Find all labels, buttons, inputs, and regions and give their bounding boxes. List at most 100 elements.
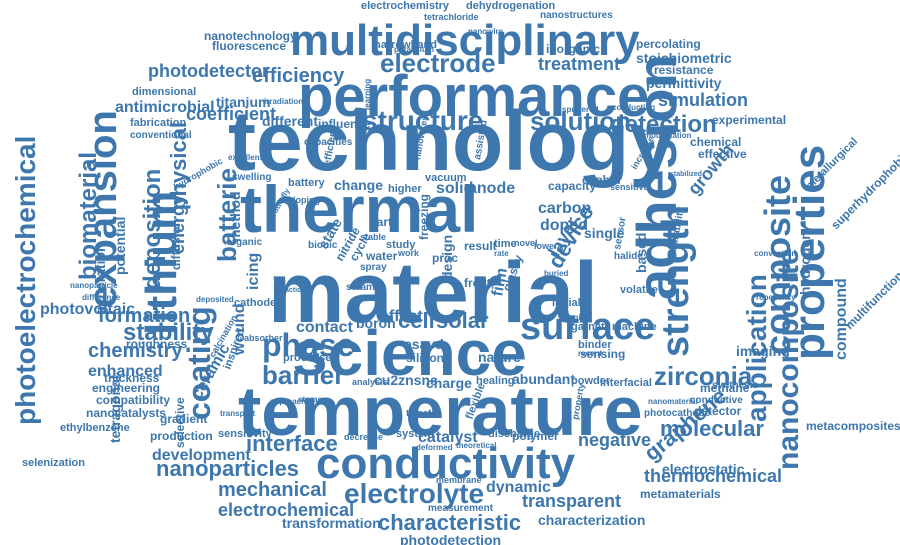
word-catalyst: catalyst [418,429,478,446]
word-measurement: measurement [428,503,494,514]
word-barrier: barrier [262,360,344,390]
word-excellent: excellent [228,153,263,162]
word-halide: halide [614,251,643,262]
word-titanium: titanium [216,94,270,110]
word-chemical: chemical [690,135,741,149]
word-steam: steam [346,282,375,293]
word-electrostatic: electrostatic [662,461,745,477]
word-expansion: expansion [81,110,125,308]
word-influence: influence [318,117,371,131]
word-tetragonal: tetragonal [107,375,123,443]
word-batterie: batterie [212,168,242,262]
word-phase: phase [262,327,354,363]
word-diffusion: diffusion [169,219,183,270]
word-dimensional: dimensional [132,86,196,98]
word-negative: negative [578,430,651,450]
word-narrowband: narrowband [374,39,437,51]
word-synthesis: synthesis [712,380,759,391]
word-binder: binder [578,339,612,351]
word-capacity: capacity [548,179,596,193]
word-irradiation: irradiation [264,97,303,106]
word-photovoltaic: photovoltaic [40,301,135,318]
word-electrolyte: electrolyte [344,478,484,509]
word-photodetection: photodetection [400,532,501,545]
word-earth: earth [370,215,399,229]
word-percolating: percolating [636,37,701,51]
word-proc: proc [432,251,458,265]
word-doped: doped [540,217,588,234]
word-tetrachloride: tetrachloride [424,12,479,22]
word-characteristic: characteristic [378,510,521,535]
word-coefficient: coefficient [186,104,276,124]
word-time: time [494,238,517,250]
word-molecular: molecular [660,416,764,441]
word-experimental: experimental [712,113,786,127]
word-ethylbenzene: ethylbenzene [60,422,130,434]
word-lithium: lithium [137,191,186,335]
word-mechanical: mechanical [218,479,327,501]
word-stability: stability [123,319,214,346]
word-recent: recent [578,349,602,358]
word-carbon: carbon [538,200,591,217]
word-cspbbr: cspbbr [582,173,622,187]
word-nanoparticle: nanoparticle [70,281,118,290]
word-vacuum: vacuum [425,172,467,184]
word-convection: convection [754,249,796,258]
word-charge: charge [426,375,472,391]
word-method: method [227,191,243,242]
word-compatibility: compatibility [96,393,170,407]
word-cell: cell [398,308,435,333]
word-potential: potential [112,217,128,275]
word-learning: learning [363,79,372,110]
word-solid: solid [436,180,473,197]
word-polymer: polymer [512,429,559,443]
word-buried: buried [544,269,569,278]
word-conducting: conducting [612,103,655,112]
word-organic: organic [226,237,263,248]
word-theoretical: theoretical [456,441,496,450]
word-development: development [152,447,251,464]
word-anode: anode [468,180,515,197]
word-modification: modification [644,131,692,140]
word-difference: difference [82,293,121,302]
word-based: based [633,233,649,273]
word-treatment: treatment [538,54,620,74]
word-roughness: roughness [126,337,188,351]
word-abundant: abundant [512,371,575,387]
word-inorganic: inorganic [546,42,600,56]
word-stabilized: stabilized [670,171,702,178]
word-multidisciplinary: multidisciplinary [290,16,640,65]
word-sensitivity: sensitivity [218,428,273,440]
word-design: design [439,235,455,280]
word-thickness: thickness [104,371,160,385]
word-transparent: transparent [522,491,621,511]
word-solution: solution [530,106,631,136]
word-nature: nature [478,349,521,365]
word-nanocatalysts: nanocatalysts [86,406,166,420]
word-film: film [489,267,511,298]
word-icing: icing [245,253,262,290]
word-absorber: absorber [244,333,283,343]
word-transport: transport [220,409,255,418]
word-potassium: potassium [394,45,434,54]
word-frost: frost [464,276,491,290]
word-freezing: freezing [417,194,431,240]
word-doping: doping [290,195,320,205]
word-composite: composite [757,175,798,355]
word-boron: boron [356,315,396,331]
word-thermal: thermal [240,172,478,246]
word-biomaterial: biomaterial [75,152,102,280]
word-antimicrobial: antimicrobial [115,99,215,116]
word-efficiency: efficiency [252,65,345,87]
word-stable: stable [360,232,386,242]
word-simulation: simulation [658,90,748,110]
word-wound: wound [231,303,248,356]
word-thermochemical: thermochemical [644,466,782,486]
word-water: water [365,249,398,263]
word-nanowire: nanowire [468,27,504,36]
word-conventional: conventional [130,130,192,141]
word-enhanced: enhanced [88,363,163,380]
word-nanoparticles: nanoparticles [156,456,299,481]
